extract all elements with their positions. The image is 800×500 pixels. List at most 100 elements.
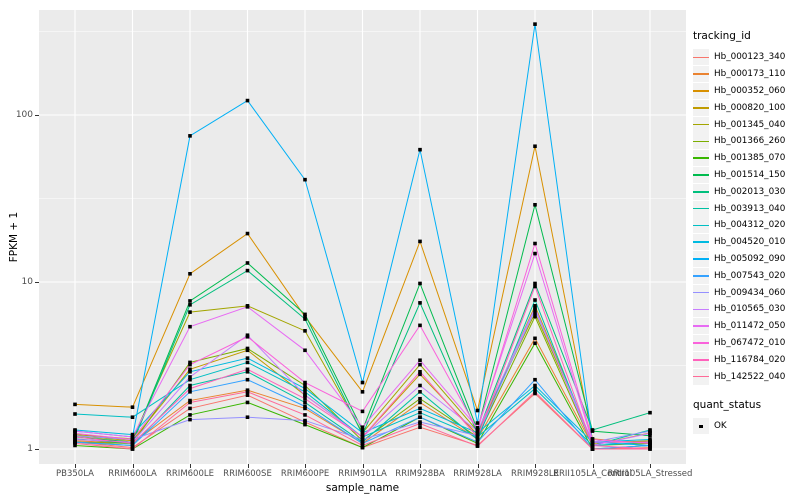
data-point xyxy=(590,447,595,451)
data-point xyxy=(418,410,422,415)
data-point xyxy=(475,421,480,425)
legend-item-label: Hb_003913_040 xyxy=(714,203,786,214)
data-point xyxy=(533,311,537,316)
y-tick-label: 10 xyxy=(21,277,33,287)
data-point xyxy=(245,367,250,372)
data-point xyxy=(73,412,77,416)
x-axis-title: sample_name xyxy=(325,482,400,494)
legend-color-line xyxy=(693,291,709,294)
legend-key-line-icon xyxy=(693,318,709,335)
data-point xyxy=(360,380,365,385)
data-point xyxy=(130,405,135,409)
data-point xyxy=(188,400,192,405)
legend-item-label: Hb_005092_090 xyxy=(714,253,786,264)
legend-key-line-icon xyxy=(693,133,709,150)
quant-status-label: OK xyxy=(714,421,727,432)
data-point xyxy=(360,409,365,414)
data-point xyxy=(418,369,422,374)
data-point xyxy=(533,308,537,312)
data-point xyxy=(245,415,250,420)
legend-item-label: Hb_000820_100 xyxy=(714,102,786,113)
data-point xyxy=(533,377,537,382)
data-point xyxy=(360,431,365,435)
data-point xyxy=(188,406,192,411)
x-tick-label: RRIM600SE xyxy=(223,469,272,479)
legend-color-line xyxy=(693,325,709,327)
data-point xyxy=(303,396,307,401)
data-point xyxy=(245,346,250,351)
data-point xyxy=(475,440,480,444)
data-point xyxy=(533,386,537,391)
data-point xyxy=(418,415,422,420)
data-point xyxy=(130,435,135,439)
quant-status-item: OK xyxy=(693,418,799,435)
legend: tracking_id Hb_000123_340 Hb_000173_110 Hb… xyxy=(693,30,799,435)
data-point xyxy=(188,398,192,403)
data-point xyxy=(303,329,307,333)
data-point xyxy=(303,404,307,409)
legend-color-line xyxy=(693,174,709,176)
x-tick-label: RRIM901LA xyxy=(338,469,387,479)
legend-key-line-icon xyxy=(693,66,709,83)
legend-item: Hb_000820_100 xyxy=(693,99,799,116)
data-point xyxy=(245,348,250,353)
data-point xyxy=(533,314,537,319)
legend-item-label: Hb_009434_060 xyxy=(714,287,786,298)
data-point xyxy=(245,390,250,394)
legend-item-label: Hb_010565_030 xyxy=(714,304,786,315)
legend-item-label: Hb_000173_110 xyxy=(714,69,786,80)
data-point xyxy=(245,369,250,374)
legend-color-line xyxy=(693,241,709,243)
data-point xyxy=(73,431,77,436)
legend-item-label: Hb_142522_040 xyxy=(714,371,786,382)
data-point xyxy=(360,435,365,439)
data-point xyxy=(418,281,422,286)
data-point xyxy=(418,147,422,152)
data-point xyxy=(648,410,652,415)
legend-item-label: Hb_007543_020 xyxy=(714,270,786,281)
data-point xyxy=(590,437,595,442)
data-point xyxy=(590,443,595,448)
data-point xyxy=(590,440,595,444)
legend-color-line xyxy=(693,258,709,260)
x-tick-label: RRIM928LA xyxy=(453,469,502,479)
square-point-icon xyxy=(699,424,703,429)
legend-item-label: Hb_116784_020 xyxy=(714,354,786,365)
data-point xyxy=(188,386,192,391)
data-point xyxy=(245,400,250,405)
legend-item-label: Hb_004312_020 xyxy=(714,220,786,231)
data-point xyxy=(360,441,365,446)
data-point xyxy=(245,393,250,397)
data-point xyxy=(245,231,250,236)
legend-item: Hb_010565_030 xyxy=(693,301,799,318)
data-point xyxy=(188,362,192,367)
x-tick-mark xyxy=(75,464,76,468)
data-point xyxy=(418,390,422,394)
plot-area xyxy=(39,10,686,464)
data-point xyxy=(648,447,652,451)
data-point xyxy=(188,310,192,314)
x-tick-label: RRIM928LE xyxy=(511,469,559,479)
legend-key-line-icon xyxy=(693,301,709,318)
legend-color-line xyxy=(693,73,709,75)
legend-item-label: Hb_004520_010 xyxy=(714,237,786,248)
data-point xyxy=(188,324,192,329)
data-point xyxy=(303,177,307,182)
legend-item-label: Hb_067472_010 xyxy=(714,337,786,348)
legend-key-line-icon xyxy=(693,116,709,133)
legend-color-line xyxy=(693,358,709,361)
data-point xyxy=(533,144,537,149)
x-tick-label: RRIM600LA xyxy=(108,469,157,479)
data-point xyxy=(303,422,307,427)
data-point xyxy=(303,393,307,397)
legend-key-line-icon xyxy=(693,368,709,385)
data-point xyxy=(475,428,480,432)
legend-item: Hb_009434_060 xyxy=(693,284,799,301)
data-point xyxy=(245,261,250,265)
legend-item: Hb_007543_020 xyxy=(693,267,799,284)
data-point xyxy=(533,341,537,346)
data-point xyxy=(303,390,307,394)
data-point xyxy=(533,298,537,302)
legend-key-line-icon xyxy=(693,49,709,66)
legend-item-label: Hb_000123_340 xyxy=(714,52,786,63)
